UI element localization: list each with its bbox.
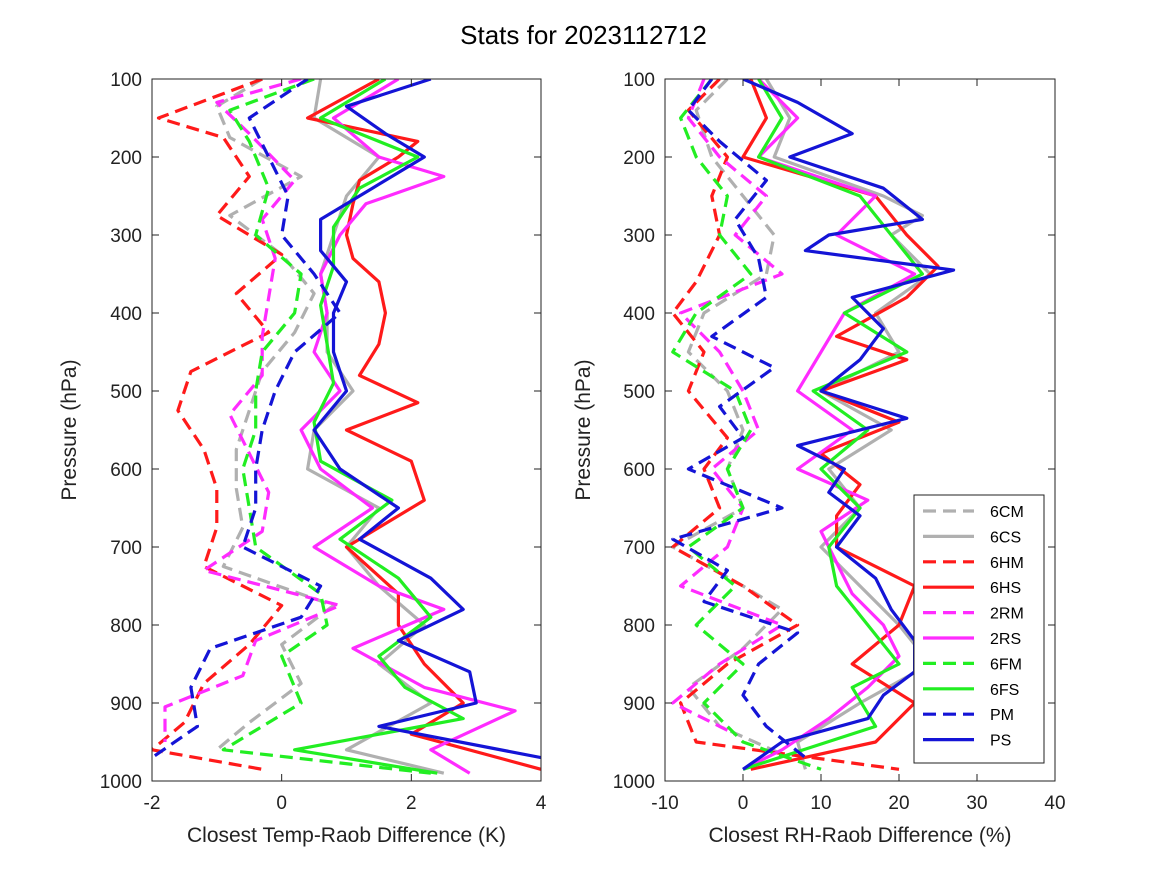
series-6fm <box>671 79 822 771</box>
series-6hs <box>741 79 940 771</box>
y-tick-label: 700 <box>110 538 142 559</box>
x-tick-label: -2 <box>144 793 161 814</box>
x-tick-label: 10 <box>810 793 831 814</box>
axes-frame <box>151 78 542 782</box>
legend-label: 2RS <box>990 631 1021 648</box>
series-6cm <box>671 79 791 760</box>
y-tick-label: 800 <box>623 616 655 637</box>
series-6cm <box>215 79 336 752</box>
legend-label: 6FM <box>990 656 1022 673</box>
y-tick-label: 700 <box>623 538 655 559</box>
x-tick-label: 20 <box>888 793 909 814</box>
series-6hm <box>152 79 284 771</box>
series-6cs <box>765 79 932 770</box>
y-tick-label: 900 <box>623 694 655 715</box>
legend-label: 6HS <box>990 580 1021 597</box>
x-tick-label: -10 <box>651 793 678 814</box>
axes-frame <box>664 78 1056 782</box>
series-6fs <box>293 79 465 775</box>
series-2rm <box>163 79 342 742</box>
x-tick-label: 2 <box>406 793 417 814</box>
temp-diff-panel: -2 0 2 4 100 200 300 400 500 600 700 800 900 1000 Clos… <box>58 70 547 847</box>
legend-label: PS <box>990 733 1011 750</box>
figure-title: Stats for 2023112712 <box>460 20 707 50</box>
x-tick-label: 0 <box>738 793 749 814</box>
x-tick-label: 40 <box>1044 793 1065 814</box>
rh-diff-panel: -10 0 10 20 30 40 100 200 300 400 500 600 700 800 900 1… <box>572 70 1066 847</box>
series-2rs <box>299 79 517 775</box>
series-2rm <box>671 79 784 736</box>
series-ps <box>312 79 541 760</box>
x-tick-label: 4 <box>536 793 547 814</box>
y-tick-label: 1000 <box>613 772 655 793</box>
series-2rs <box>742 79 917 771</box>
legend-label: 6CM <box>990 504 1024 521</box>
series-6fs <box>742 79 925 771</box>
y-axis-label: Pressure (hPa) <box>572 359 595 500</box>
legend-label: 6CS <box>990 529 1021 546</box>
y-tick-label: 500 <box>623 382 655 403</box>
y-tick-label: 400 <box>110 304 142 325</box>
y-tick-label: 300 <box>110 226 142 247</box>
series-pm <box>671 79 807 759</box>
legend-label: PM <box>990 707 1014 724</box>
y-tick-label: 200 <box>110 148 142 169</box>
x-tick-label: 0 <box>276 793 287 814</box>
legend-label: 6HM <box>990 555 1024 572</box>
x-axis-label: Closest Temp-Raob Difference (K) <box>187 824 506 847</box>
legend-box <box>913 494 1045 764</box>
x-tick-label: 30 <box>966 793 987 814</box>
y-tick-label: 500 <box>110 382 142 403</box>
y-tick-label: 800 <box>110 616 142 637</box>
legend-label: 6FS <box>990 682 1019 699</box>
y-axis-label: Pressure (hPa) <box>58 359 81 500</box>
legend-label: 2RM <box>990 606 1024 623</box>
y-tick-label: 900 <box>110 694 142 715</box>
y-tick-label: 1000 <box>100 772 142 793</box>
y-tick-label: 600 <box>623 460 655 481</box>
y-tick-label: 300 <box>623 226 655 247</box>
y-tick-label: 400 <box>623 304 655 325</box>
legend: 6CM 6CS 6HM 6HS 2RM 2RS 6FM 6FS PM PS <box>913 494 1045 764</box>
y-tick-label: 600 <box>110 460 142 481</box>
series-6hm <box>671 79 900 771</box>
y-tick-label: 100 <box>110 70 142 91</box>
y-tick-label: 100 <box>623 70 655 91</box>
series-6fm <box>221 79 431 775</box>
y-tick-label: 200 <box>623 148 655 169</box>
x-axis-label: Closest RH-Raob Difference (%) <box>708 824 1011 847</box>
